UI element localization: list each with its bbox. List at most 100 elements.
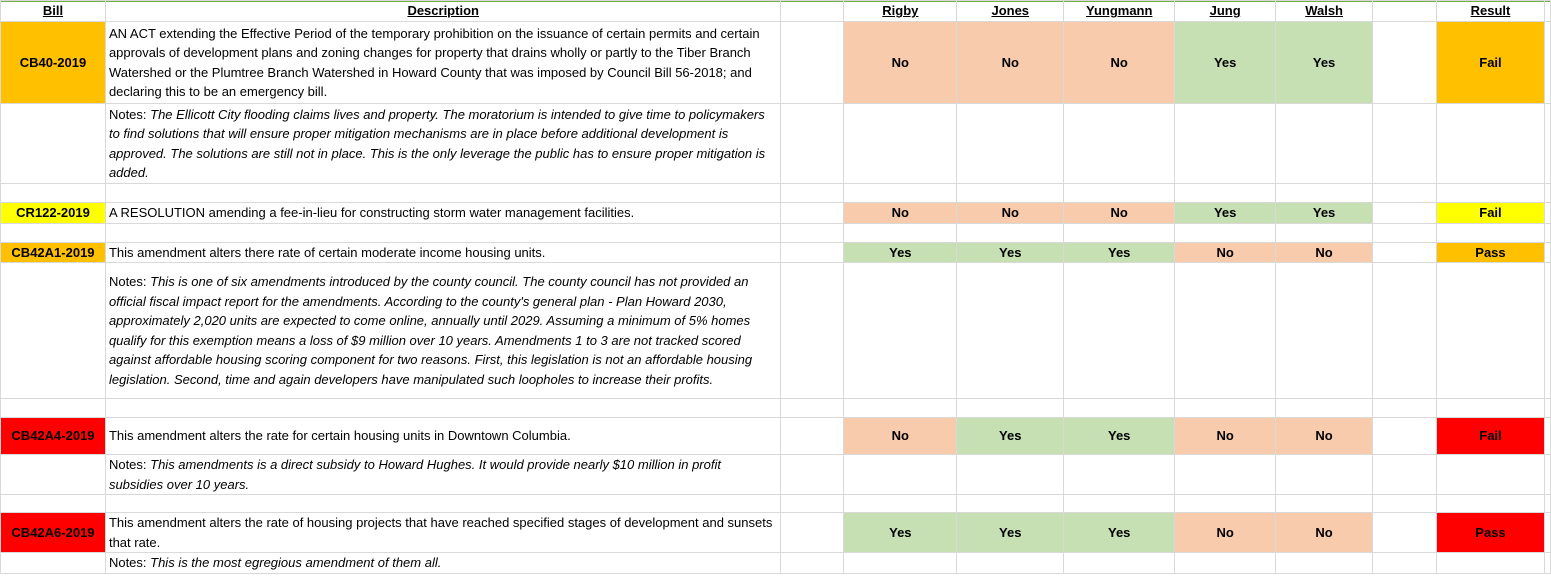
vote-cell-jones[interactable]: No [956, 202, 1065, 224]
vote-cell-rigby[interactable]: No [843, 417, 958, 455]
empty-cell[interactable] [1543, 494, 1551, 513]
empty-cell[interactable] [956, 262, 1065, 399]
empty-cell[interactable] [0, 103, 106, 184]
empty-cell[interactable] [1372, 21, 1437, 104]
empty-cell[interactable] [1063, 183, 1176, 203]
empty-cell[interactable] [1372, 454, 1437, 495]
empty-cell[interactable] [843, 262, 958, 399]
empty-cell[interactable] [1372, 494, 1437, 513]
empty-cell[interactable] [1275, 494, 1374, 513]
empty-cell[interactable] [1063, 494, 1176, 513]
empty-cell[interactable] [1275, 262, 1374, 399]
empty-cell[interactable] [956, 222, 1065, 243]
empty-cell[interactable] [780, 103, 845, 184]
empty-cell[interactable] [1174, 262, 1277, 399]
result-cell[interactable]: Pass [1436, 241, 1545, 263]
empty-cell[interactable] [1063, 552, 1176, 574]
empty-cell[interactable] [1372, 103, 1437, 184]
empty-cell[interactable] [1372, 512, 1437, 553]
vote-cell-jones[interactable]: Yes [956, 417, 1065, 455]
empty-cell[interactable] [1174, 454, 1277, 495]
empty-cell[interactable] [1436, 552, 1545, 574]
empty-cell[interactable] [104, 222, 782, 243]
empty-cell[interactable] [1372, 202, 1437, 224]
notes-cell[interactable]: Notes: This is one of six amendments int… [104, 262, 782, 399]
empty-cell[interactable] [1174, 103, 1277, 184]
vote-cell-walsh[interactable]: No [1275, 512, 1374, 553]
empty-cell[interactable] [1275, 398, 1374, 418]
vote-cell-rigby[interactable]: Yes [843, 241, 958, 263]
empty-cell[interactable] [1543, 512, 1551, 553]
empty-cell[interactable] [780, 552, 845, 574]
empty-cell[interactable] [1436, 454, 1545, 495]
vote-cell-jung[interactable]: No [1174, 417, 1277, 455]
empty-cell[interactable] [1275, 103, 1374, 184]
empty-cell[interactable] [1436, 262, 1545, 399]
empty-cell[interactable] [1543, 398, 1551, 418]
empty-cell[interactable] [0, 494, 106, 513]
empty-cell[interactable] [1436, 103, 1545, 184]
empty-cell[interactable] [780, 0, 845, 22]
col-header-description[interactable]: Description [104, 0, 782, 22]
col-header-jones[interactable]: Jones [956, 0, 1065, 22]
empty-cell[interactable] [780, 398, 845, 418]
vote-cell-yungmann[interactable]: Yes [1063, 512, 1176, 553]
empty-cell[interactable] [1372, 262, 1437, 399]
description-cell[interactable]: This amendment alters the rate of housin… [104, 512, 782, 553]
empty-cell[interactable] [104, 494, 782, 513]
bill-cell[interactable]: CB42A6-2019 [0, 512, 106, 553]
empty-cell[interactable] [780, 262, 845, 399]
bill-cell[interactable]: CR122-2019 [0, 202, 106, 224]
empty-cell[interactable] [843, 103, 958, 184]
empty-cell[interactable] [0, 262, 106, 399]
empty-cell[interactable] [0, 222, 106, 243]
result-cell[interactable]: Fail [1436, 417, 1545, 455]
empty-cell[interactable] [1275, 454, 1374, 495]
empty-cell[interactable] [780, 417, 845, 455]
empty-cell[interactable] [0, 398, 106, 418]
empty-cell[interactable] [1543, 454, 1551, 495]
empty-cell[interactable] [1174, 494, 1277, 513]
empty-cell[interactable] [1543, 241, 1551, 263]
empty-cell[interactable] [843, 398, 958, 418]
empty-cell[interactable] [843, 454, 958, 495]
empty-cell[interactable] [1372, 222, 1437, 243]
empty-cell[interactable] [1372, 552, 1437, 574]
description-cell[interactable]: This amendment alters there rate of cert… [104, 241, 782, 263]
vote-cell-yungmann[interactable]: No [1063, 202, 1176, 224]
empty-cell[interactable] [1372, 183, 1437, 203]
empty-cell[interactable] [780, 21, 845, 104]
empty-cell[interactable] [1174, 222, 1277, 243]
col-header-result[interactable]: Result [1436, 0, 1545, 22]
notes-cell[interactable]: Notes: This amendments is a direct subsi… [104, 454, 782, 495]
empty-cell[interactable] [0, 552, 106, 574]
empty-cell[interactable] [1543, 202, 1551, 224]
vote-cell-jones[interactable]: No [956, 21, 1065, 104]
empty-cell[interactable] [1275, 222, 1374, 243]
empty-cell[interactable] [780, 512, 845, 553]
empty-cell[interactable] [1372, 417, 1437, 455]
empty-cell[interactable] [1063, 222, 1176, 243]
description-cell[interactable]: This amendment alters the rate for certa… [104, 417, 782, 455]
empty-cell[interactable] [1063, 454, 1176, 495]
vote-cell-walsh[interactable]: No [1275, 417, 1374, 455]
col-header-yungmann[interactable]: Yungmann [1063, 0, 1176, 22]
empty-cell[interactable] [0, 183, 106, 203]
empty-cell[interactable] [1372, 398, 1437, 418]
empty-cell[interactable] [1543, 183, 1551, 203]
empty-cell[interactable] [956, 552, 1065, 574]
description-cell[interactable]: AN ACT extending the Effective Period of… [104, 21, 782, 104]
empty-cell[interactable] [1436, 222, 1545, 243]
empty-cell[interactable] [843, 183, 958, 203]
empty-cell[interactable] [780, 241, 845, 263]
col-header-rigby[interactable]: Rigby [843, 0, 958, 22]
empty-cell[interactable] [956, 103, 1065, 184]
empty-cell[interactable] [780, 202, 845, 224]
vote-cell-jones[interactable]: Yes [956, 241, 1065, 263]
vote-cell-jung[interactable]: Yes [1174, 202, 1277, 224]
empty-cell[interactable] [1436, 183, 1545, 203]
result-cell[interactable]: Pass [1436, 512, 1545, 553]
vote-cell-yungmann[interactable]: Yes [1063, 241, 1176, 263]
vote-cell-jung[interactable]: Yes [1174, 21, 1277, 104]
empty-cell[interactable] [956, 454, 1065, 495]
